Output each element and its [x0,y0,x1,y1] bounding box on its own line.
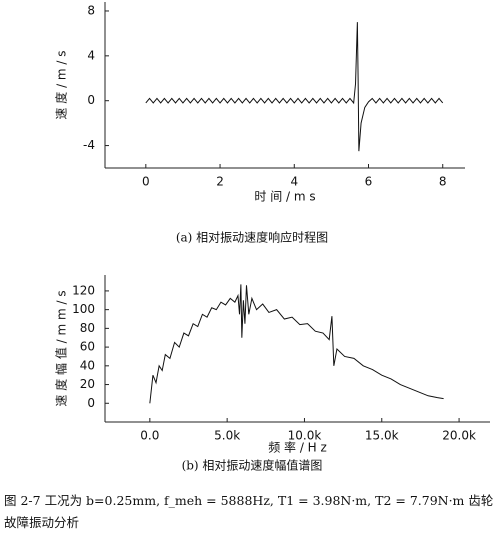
x-tick-label: 2 [216,175,224,189]
y-tick-label: 80 [80,321,95,335]
x-tick-label: 20.0k [442,429,476,443]
x-tick-label: 6 [365,175,373,189]
y-tick-label: 0 [87,93,95,107]
chart-caption: (b) 相对振动速度幅值谱图 [182,458,323,473]
x-axis-label: 频 率 / H z [268,440,327,455]
x-tick-label: 8 [439,175,447,189]
y-tick-label: 8 [87,3,95,17]
y-tick-label: 4 [87,48,95,62]
data-line [149,284,444,404]
figure-caption: 图 2-7 工况为 b=0.25mm, f_meh = 5888Hz, T1 =… [4,493,494,530]
y-tick-label: 120 [72,283,95,297]
x-tick-label: 10.0k [288,429,322,443]
x-tick-label: 4 [290,175,298,189]
y-tick-label: 20 [80,377,95,391]
data-line [145,22,444,152]
y-tick-label: 40 [80,358,95,372]
y-tick-label: 100 [72,302,95,316]
y-tick-label: -4 [83,138,95,152]
x-tick-label: 15.0k [365,429,399,443]
y-axis-label: 速 度 / m / s [54,50,69,119]
x-tick-label: 5.0k [214,429,240,443]
y-tick-label: 0 [87,396,95,410]
x-axis-label: 时 间 / m s [254,190,315,204]
y-axis-label: 速 度 幅 值 / m m / s [54,290,69,406]
x-tick-label: 0.0 [140,429,159,443]
chart-caption: (a) 相对振动速度响应时程图 [176,230,328,245]
x-tick-label: 0 [142,175,150,189]
y-tick-label: 60 [80,340,95,354]
